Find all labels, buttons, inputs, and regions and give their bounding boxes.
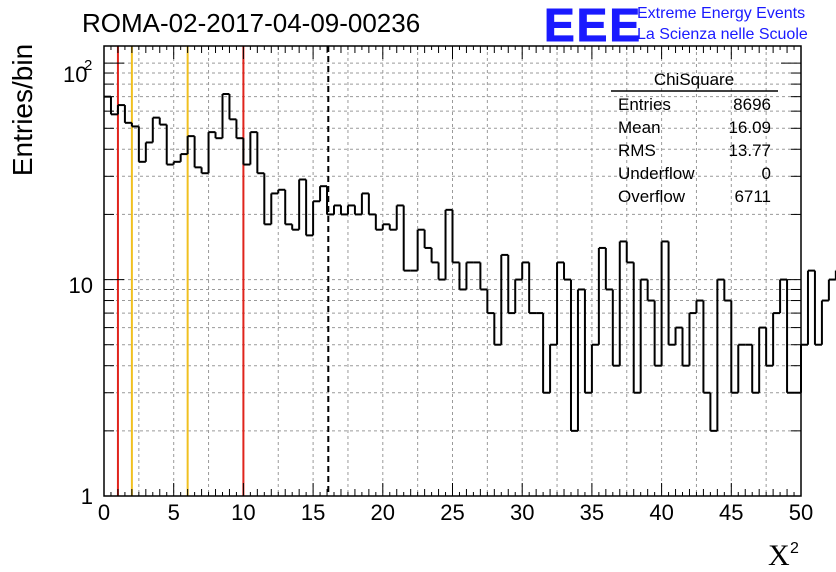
stats-label-rms: RMS [618,141,656,160]
eee-logo-line2: La Scienza nelle Scuole [637,26,808,43]
y-tick-label-1: 1 [81,484,93,509]
y-tick-label-10: 10 [69,273,93,298]
eee-logo-mark: EEE [544,0,642,51]
stats-label-entries: Entries [618,95,671,114]
grid [104,46,801,496]
x-tick-label: 20 [371,500,395,525]
x-tick-labels: 0 5 10 15 20 25 30 35 40 45 50 [98,500,813,525]
x-tick-label: 50 [789,500,813,525]
stats-label-underflow: Underflow [618,164,695,183]
stats-value-entries: 8696 [733,95,771,114]
stats-value-overflow: 6711 [734,187,771,206]
x-tick-label: 25 [440,500,464,525]
y-tick-labels: 1 10 10 2 [63,57,93,509]
reference-lines [116,46,330,496]
stats-title: ChiSquare [654,70,734,89]
stats-label-mean: Mean [618,118,661,137]
stats-value-underflow: 0 [762,164,771,183]
x-tick-label: 15 [301,500,325,525]
y-tick-label-100-exp: 2 [84,57,92,74]
stats-value-rms: 13.77 [728,141,771,160]
x-tick-label: 10 [231,500,255,525]
eee-logo-line1: Extreme Energy Events [637,5,805,22]
eee-logo: EEE Extreme Energy Events La Scienza nel… [544,0,808,52]
x-tick-label: 40 [649,500,673,525]
stats-box: ChiSquare Entries 8696 Mean 16.09 RMS 13… [611,70,778,206]
x-tick-label: 45 [719,500,743,525]
x-tick-label: 0 [98,500,110,525]
chart-title: ROMA-02-2017-04-09-00236 [82,8,420,38]
x-tick-label: 35 [580,500,604,525]
x-axis-label-base: X [768,539,790,572]
stats-label-overflow: Overflow [618,187,686,206]
x-tick-label: 30 [510,500,534,525]
x-axis-label: X 2 [768,539,799,572]
axis-ticks [103,46,802,497]
plot-frame [103,45,802,497]
y-tick-label-100-base: 10 [63,62,87,87]
stats-value-mean: 16.09 [728,118,771,137]
y-axis-label: Entries/bin [7,44,38,176]
x-tick-label: 5 [168,500,180,525]
x-axis-label-exponent: 2 [790,540,799,557]
